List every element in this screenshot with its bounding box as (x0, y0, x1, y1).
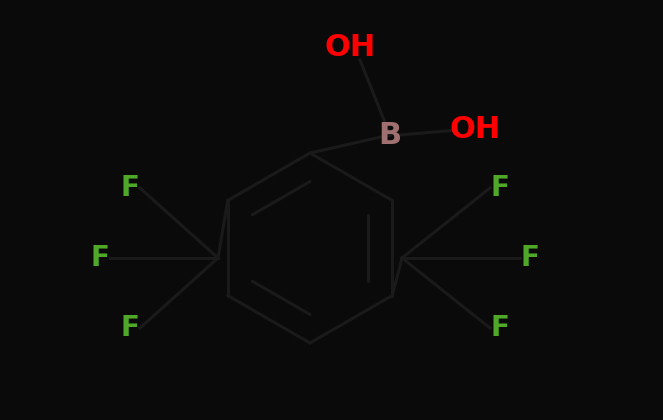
Text: B: B (379, 121, 402, 150)
Text: F: F (491, 314, 509, 342)
Text: OH: OH (450, 116, 501, 144)
Text: F: F (520, 244, 540, 272)
Text: F: F (121, 314, 139, 342)
Text: F: F (491, 174, 509, 202)
Text: F: F (121, 174, 139, 202)
Text: F: F (91, 244, 109, 272)
Text: OH: OH (324, 34, 376, 63)
